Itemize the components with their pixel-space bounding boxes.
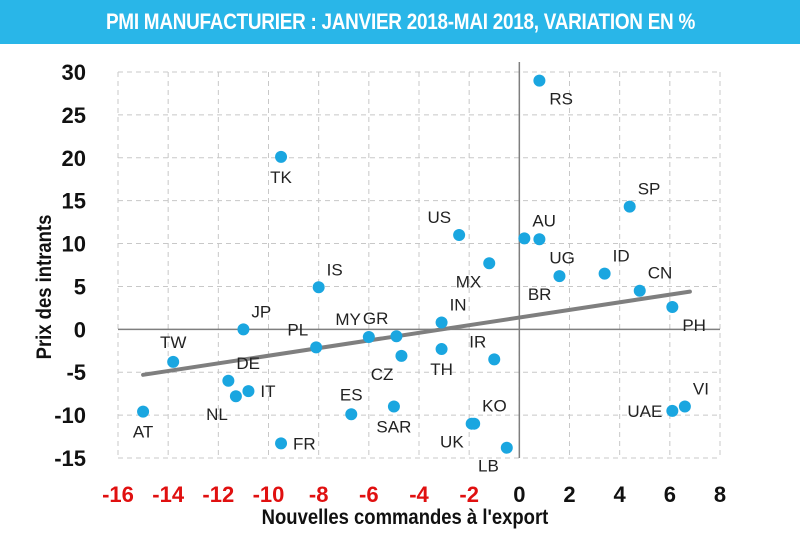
data-point-it [242, 385, 255, 398]
x-tick-label: 4 [614, 482, 627, 507]
y-tick-label: 25 [62, 103, 86, 128]
point-label-fr: FR [293, 434, 316, 453]
point-label-de: DE [236, 354, 260, 373]
point-label-rs: RS [549, 90, 573, 109]
data-point-ir [488, 353, 501, 366]
point-label-jp: JP [251, 302, 271, 321]
y-tick-label: 20 [62, 146, 86, 171]
data-point-es [345, 408, 358, 421]
point-label-at: AT [133, 423, 153, 442]
data-point-at [137, 405, 150, 418]
point-label-pl: PL [287, 320, 308, 339]
point-label-cz: CZ [371, 365, 394, 384]
y-tick-label: 15 [62, 189, 86, 214]
data-point-sar [387, 400, 400, 413]
trendline-group [141, 289, 692, 377]
data-point-th [435, 343, 448, 356]
data-point-uk [465, 417, 478, 430]
data-point-my [362, 331, 375, 344]
x-tick-label: -8 [309, 482, 329, 507]
point-label-uk: UK [440, 433, 464, 452]
x-tick-label: 8 [714, 482, 726, 507]
x-tick-label: -2 [459, 482, 479, 507]
y-tick-label: -15 [54, 446, 86, 471]
point-label-es: ES [340, 385, 363, 404]
data-point-mx [483, 257, 496, 270]
y-tick-label: 5 [74, 274, 86, 299]
point-label-vi: VI [693, 380, 709, 399]
point-label-ir: IR [469, 332, 486, 351]
data-point-br [553, 270, 566, 283]
data-point-de [222, 374, 235, 387]
data-point-cn [633, 284, 646, 297]
data-point-fr [275, 437, 288, 450]
data-point-rs [533, 74, 546, 87]
data-point-tk [275, 150, 288, 163]
point-label-tk: TK [270, 168, 292, 187]
data-point-vi [678, 400, 691, 413]
data-point-is [312, 281, 325, 294]
point-label-sp: SP [638, 180, 661, 199]
y-tick-label: -10 [54, 403, 86, 428]
chart-title-bar: PMI MANUFACTURIER : JANVIER 2018-MAI 201… [0, 0, 800, 44]
x-tick-label: -12 [202, 482, 234, 507]
data-point-us [453, 228, 466, 241]
point-label-uae: UAE [627, 402, 662, 421]
y-tick-label: 30 [62, 60, 86, 85]
grid [117, 71, 721, 459]
data-point-ug [533, 233, 546, 246]
x-tick-label: -6 [359, 482, 379, 507]
data-point-jp [237, 323, 250, 336]
point-label-th: TH [430, 360, 453, 379]
point-label-lb: LB [478, 457, 499, 476]
data-point-lb [500, 441, 513, 454]
point-label-sar: SAR [376, 418, 411, 437]
point-label-is: IS [327, 260, 343, 279]
point-label-nl: NL [206, 405, 228, 424]
point-label-ug: UG [549, 248, 575, 267]
trendline [141, 289, 692, 377]
point-label-tw: TW [160, 333, 186, 352]
point-label-it: IT [260, 382, 275, 401]
point-label-mx: MX [456, 272, 482, 291]
data-point-id [598, 267, 611, 280]
data-point-tw [167, 355, 180, 368]
data-point-gr [390, 330, 403, 343]
data-point-uae [666, 404, 679, 417]
y-tick-label: 0 [74, 317, 86, 342]
point-label-us: US [428, 208, 452, 227]
x-tick-label: 2 [563, 482, 575, 507]
x-tick-label: -4 [409, 482, 429, 507]
x-axis-title: Nouvelles commandes à l'export [262, 506, 549, 529]
point-label-br: BR [528, 285, 552, 304]
data-point-cz [395, 349, 408, 362]
points-group: RS TK SP US AU UG MX ID BR IS CN PH JP IN MY GR PL TW CZ TH… [133, 74, 709, 476]
data-point-pl [310, 341, 323, 354]
data-point-in [435, 316, 448, 329]
x-tick-label: 6 [664, 482, 676, 507]
point-label-id: ID [613, 247, 630, 266]
point-label-my: MY [335, 310, 361, 329]
chart-title: PMI MANUFACTURIER : JANVIER 2018-MAI 201… [105, 9, 695, 34]
data-point-nl [229, 390, 242, 403]
data-point-ph [666, 301, 679, 314]
x-tick-label: 0 [513, 482, 525, 507]
y-tick-label: 10 [62, 232, 86, 257]
y-tick-label: -5 [66, 360, 86, 385]
x-tick-label: -14 [152, 482, 185, 507]
point-label-ph: PH [682, 316, 706, 335]
point-label-cn: CN [648, 264, 673, 283]
x-tick-label: -10 [253, 482, 285, 507]
point-label-gr: GR [363, 309, 389, 328]
zero-axes [118, 62, 720, 458]
data-point-au [518, 232, 531, 245]
y-axis-title: Prix des intrants [33, 215, 56, 360]
point-label-in: IN [450, 295, 467, 314]
point-label-ko: KO [482, 397, 507, 416]
point-label-au: AU [532, 211, 556, 230]
data-point-sp [623, 200, 636, 213]
x-tick-label: -16 [102, 482, 134, 507]
